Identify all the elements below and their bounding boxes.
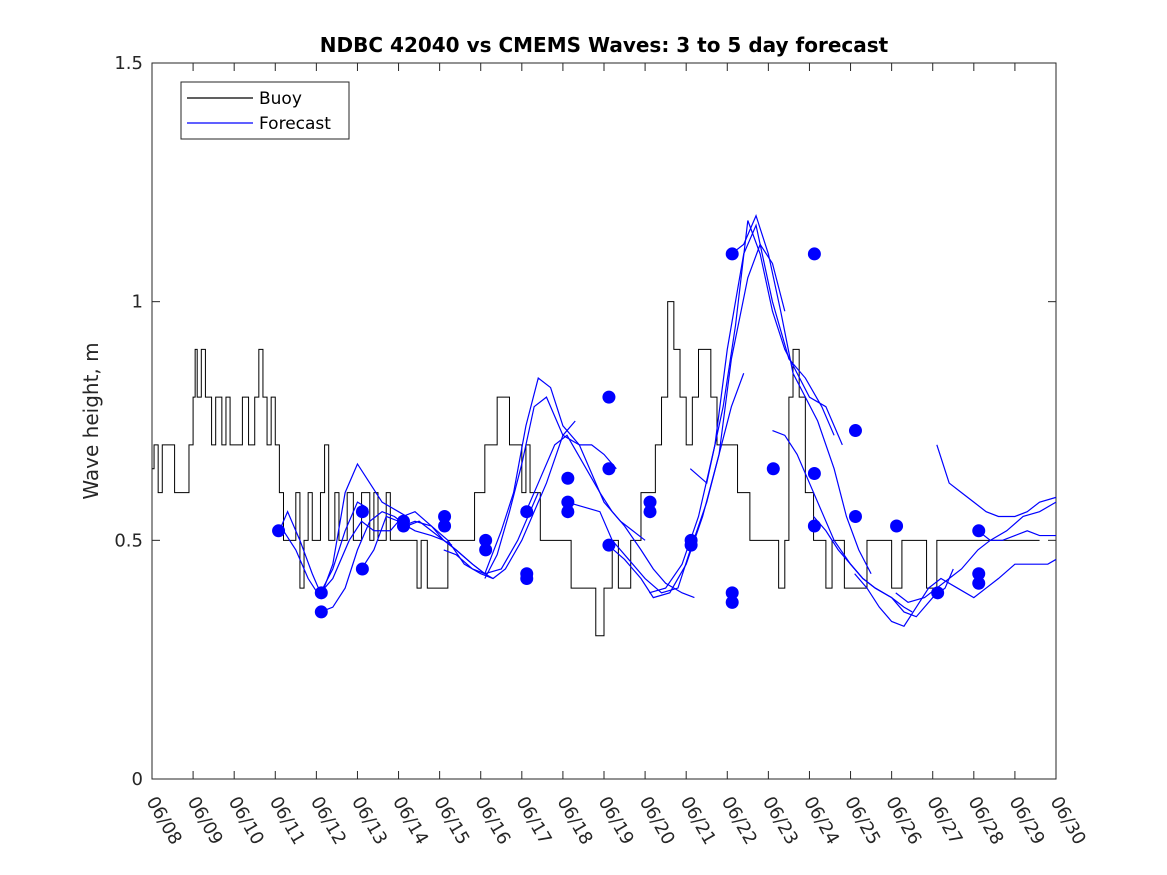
- forecast-marker: [602, 462, 616, 476]
- forecast-marker: [766, 462, 780, 476]
- forecast-marker: [561, 505, 575, 519]
- forecast-marker: [602, 390, 616, 404]
- forecast-marker: [725, 247, 739, 261]
- legend: Buoy Forecast: [180, 81, 350, 140]
- forecast-line: [443, 377, 617, 575]
- forecast-marker: [272, 524, 286, 538]
- forecast-marker: [684, 538, 698, 552]
- forecast-marker: [972, 524, 986, 538]
- y-tick-label: 0.5: [114, 530, 143, 551]
- forecast-line: [854, 558, 1057, 627]
- forecast-marker: [725, 595, 739, 609]
- buoy-line: [152, 301, 1040, 637]
- y-tick-label: 1: [132, 292, 143, 313]
- forecast-line: [402, 420, 576, 580]
- forecast-marker: [561, 495, 575, 509]
- legend-label: Forecast: [259, 114, 331, 134]
- forecast-marker: [643, 505, 657, 519]
- forecast-marker: [807, 519, 821, 533]
- forecast-line: [282, 462, 408, 599]
- forecast-marker: [972, 576, 986, 590]
- forecast-marker: [520, 505, 534, 519]
- forecast-marker: [848, 509, 862, 523]
- forecast-marker: [643, 495, 657, 509]
- legend-label: Buoy: [259, 89, 302, 109]
- forecast-marker: [931, 586, 945, 600]
- legend-box: [180, 81, 350, 140]
- forecast-marker: [848, 424, 862, 438]
- forecast-line: [895, 501, 1057, 604]
- forecast-line: [320, 511, 453, 613]
- forecast-marker: [314, 586, 328, 600]
- forecast-line: [525, 434, 695, 599]
- forecast-line: [689, 220, 843, 485]
- chart-title: NDBC 42040 vs CMEMS Waves: 3 to 5 day fo…: [320, 33, 889, 57]
- forecast-line: [936, 444, 1057, 518]
- forecast-marker: [479, 543, 493, 557]
- forecast-marker: [355, 562, 369, 576]
- forecast-marker: [355, 505, 369, 519]
- y-axis-label: Wave height, m: [79, 342, 103, 499]
- y-tick-label: 0: [132, 769, 143, 790]
- forecast-marker: [479, 533, 493, 547]
- forecast-marker: [561, 471, 575, 485]
- forecast-line: [361, 492, 539, 575]
- y-tick-label: 1.5: [114, 53, 143, 74]
- forecast-line: [977, 530, 1056, 541]
- series-layer: [152, 214, 1057, 637]
- forecast-marker: [314, 605, 328, 619]
- forecast-marker: [396, 519, 410, 533]
- forecast-marker: [602, 538, 616, 552]
- forecast-marker: [807, 467, 821, 481]
- forecast-marker: [725, 586, 739, 600]
- forecast-marker: [890, 519, 904, 533]
- forecast-marker: [438, 519, 452, 533]
- forecast-marker: [438, 509, 452, 523]
- forecast-marker: [520, 572, 534, 586]
- forecast-line: [731, 214, 872, 575]
- forecast-marker: [807, 247, 821, 261]
- forecast-marker: [972, 567, 986, 581]
